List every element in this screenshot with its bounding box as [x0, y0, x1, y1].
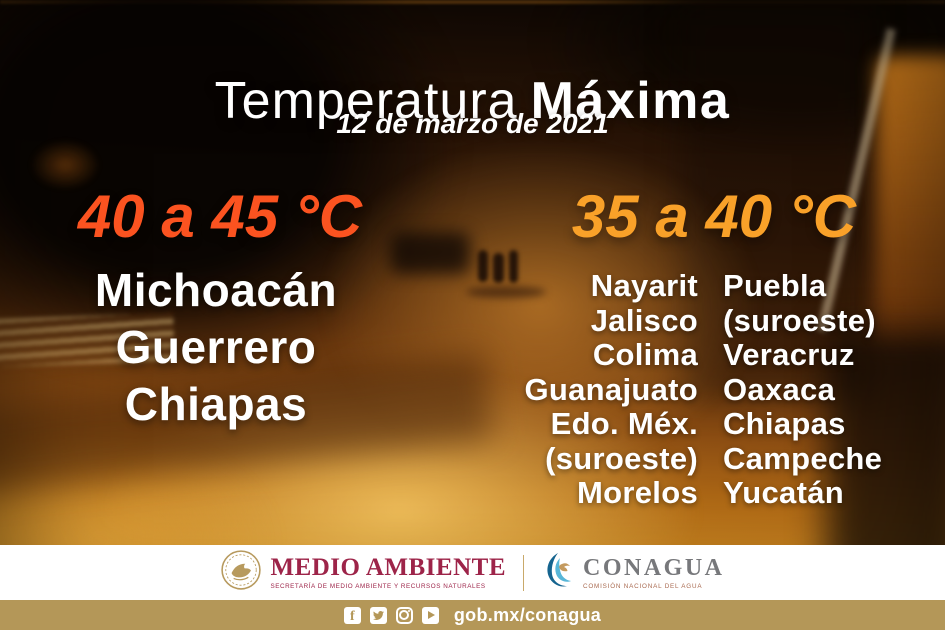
eagle-seal-icon: [220, 549, 262, 596]
facebook-icon: [343, 606, 361, 624]
car-silhouette-left: [390, 232, 470, 274]
lamp-glow: [30, 140, 100, 190]
conagua-logo: CONAGUA COMISIÓN NACIONAL DEL AGUA: [541, 549, 725, 596]
medio-ambiente-title: MEDIO AMBIENTE: [270, 554, 506, 581]
photo-top-highlight: [0, 0, 945, 4]
conagua-title: CONAGUA: [583, 554, 725, 581]
conagua-text: CONAGUA COMISIÓN NACIONAL DEL AGUA: [583, 556, 725, 590]
social-bar: gob.mx/conagua: [0, 600, 945, 630]
date-label: 12 de marzo de 2021: [336, 108, 609, 139]
twitter-icon: [369, 606, 387, 624]
state-item: Yucatán: [723, 475, 844, 510]
state-item: Nayarit: [590, 268, 698, 303]
states-list-warm-column-1: Nayarit Jalisco Colima Guanajuato Edo. M…: [452, 268, 698, 511]
pedestrian-silhouette: [493, 253, 504, 283]
state-item: Puebla: [723, 268, 827, 303]
state-item: (suroeste): [723, 302, 876, 338]
state-item: Guerrero: [115, 321, 317, 373]
state-item: Jalisco: [590, 302, 698, 338]
states-list-hot: Michoacán Guerrero Chiapas: [20, 262, 412, 433]
footer-divider: [523, 554, 524, 591]
youtube-icon: [421, 606, 439, 624]
title-word-regular: Temperatura: [214, 71, 518, 130]
state-item: Colima: [592, 337, 698, 372]
state-item: (suroeste): [545, 440, 698, 476]
vehicle-silhouette: [876, 55, 945, 345]
conagua-water-icon: [541, 549, 575, 596]
gob-mx-url: gob.mx/conagua: [453, 604, 602, 625]
states-list-warm-column-2: Puebla (suroeste) Veracruz Oaxaca Chiapa…: [723, 268, 935, 511]
institutional-footer: MEDIO AMBIENTE SECRETARÍA DE MEDIO AMBIE…: [0, 545, 945, 600]
instagram-icon: [395, 606, 413, 624]
pedestrian-silhouette: [478, 250, 488, 282]
pedestrian-silhouette: [509, 250, 518, 283]
conagua-subtitle: COMISIÓN NACIONAL DEL AGUA: [583, 582, 703, 590]
medio-ambiente-text: MEDIO AMBIENTE SECRETARÍA DE MEDIO AMBIE…: [270, 555, 506, 590]
page-title: Temperatura Máxima: [0, 71, 945, 131]
pedestrian-shadow: [466, 286, 546, 298]
state-item: Veracruz: [723, 337, 855, 372]
state-item: Guanajuato: [524, 371, 698, 407]
state-item: Edo. Méx.: [550, 406, 698, 441]
temperature-range-warm: 35 a 40 °C: [571, 183, 857, 250]
state-item: Morelos: [577, 475, 698, 510]
state-item: Oaxaca: [723, 371, 836, 407]
medio-ambiente-subtitle: SECRETARÍA DE MEDIO AMBIENTE Y RECURSOS …: [270, 583, 486, 590]
temperature-range-hot: 40 a 45 °C: [77, 183, 363, 250]
title-word-bold: Máxima: [530, 71, 731, 130]
state-item: Chiapas: [124, 378, 308, 430]
state-item: Chiapas: [723, 406, 846, 441]
medio-ambiente-logo: MEDIO AMBIENTE SECRETARÍA DE MEDIO AMBIE…: [220, 549, 506, 596]
state-item: Campeche: [723, 440, 883, 476]
state-item: Michoacán: [94, 264, 338, 316]
